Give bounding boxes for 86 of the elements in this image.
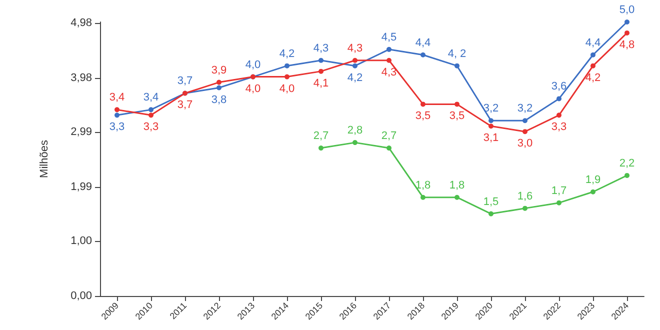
point [318, 58, 324, 63]
data-label: 2,2 [619, 157, 635, 170]
data-label: 4,5 [381, 31, 397, 44]
point [590, 52, 596, 58]
y-tick-label: 3,98 [70, 72, 92, 84]
data-label: 2,7 [381, 130, 397, 142]
data-label: 3,5 [415, 110, 431, 122]
point [556, 96, 562, 102]
point [454, 194, 460, 200]
data-label: 2,7 [313, 130, 329, 142]
data-label: 4,2 [279, 48, 295, 60]
data-label: 4,8 [619, 38, 635, 51]
point [454, 63, 460, 68]
point [114, 112, 120, 118]
point [114, 107, 120, 112]
data-label: 4,0 [245, 58, 261, 71]
point [624, 30, 630, 36]
point [420, 52, 426, 58]
point [352, 58, 358, 63]
data-label: 4,3 [381, 66, 397, 78]
point [148, 107, 154, 112]
y-tick-label: 1,99 [70, 180, 92, 193]
data-label: 3,5 [449, 110, 465, 122]
data-label: 3,7 [177, 75, 193, 88]
point [420, 102, 426, 107]
point [352, 63, 358, 68]
point [556, 200, 562, 206]
point [624, 172, 630, 178]
point [488, 211, 494, 216]
point [216, 80, 222, 85]
data-label: 2,8 [347, 124, 363, 137]
point [522, 206, 528, 211]
data-label: 4,3 [347, 42, 363, 54]
y-tick-label: 1,00 [70, 235, 92, 248]
point [454, 102, 460, 107]
point [352, 140, 358, 146]
point [318, 68, 324, 74]
data-label: 4,1 [313, 77, 329, 90]
point [556, 112, 562, 118]
point [420, 194, 426, 200]
y-tick-label: 2,99 [70, 126, 92, 138]
data-label: 3,4 [109, 92, 125, 104]
point [624, 20, 630, 24]
data-label: 4,0 [279, 82, 295, 95]
point [522, 129, 528, 134]
point [318, 146, 324, 151]
data-label: 4,2 [585, 72, 601, 84]
point [488, 124, 494, 129]
data-label: 3,7 [177, 99, 193, 112]
data-label: 3,4 [143, 92, 159, 104]
data-label: 3,0 [517, 138, 533, 150]
data-label: 3,3 [143, 121, 159, 134]
data-label: 5,0 [619, 4, 635, 16]
data-label: 3,1 [483, 132, 499, 144]
data-label: 3,9 [211, 64, 227, 76]
y-axis-title: Milhões [38, 140, 50, 178]
data-label: 3,8 [211, 94, 227, 106]
y-tick-label: 4,98 [70, 17, 92, 30]
data-label: 3,3 [109, 121, 125, 134]
data-label: 3,2 [517, 102, 533, 115]
data-label: 4,3 [313, 42, 329, 54]
data-label: 1,6 [517, 190, 533, 202]
data-label: 4, 2 [448, 48, 466, 60]
data-label: 1,5 [483, 196, 499, 208]
point [590, 63, 596, 68]
data-label: 4,0 [245, 82, 261, 95]
point [590, 189, 596, 194]
data-label: 1,7 [551, 184, 567, 197]
point [522, 118, 528, 124]
data-label: 3,6 [551, 80, 567, 93]
point [386, 58, 392, 63]
data-label: 4,4 [415, 36, 431, 49]
data-label: 4,2 [347, 72, 363, 84]
data-label: 4,4 [585, 36, 601, 49]
point [216, 85, 222, 90]
point [386, 46, 392, 52]
point [148, 112, 154, 118]
point [284, 74, 290, 80]
y-tick-label: 0,00 [70, 290, 92, 302]
point [386, 146, 392, 151]
data-label: 1,8 [415, 179, 431, 192]
point [488, 118, 494, 124]
point [284, 63, 290, 68]
data-label: 1,8 [449, 179, 465, 192]
data-label: 3,3 [551, 121, 567, 134]
data-label: 1,9 [585, 174, 601, 186]
